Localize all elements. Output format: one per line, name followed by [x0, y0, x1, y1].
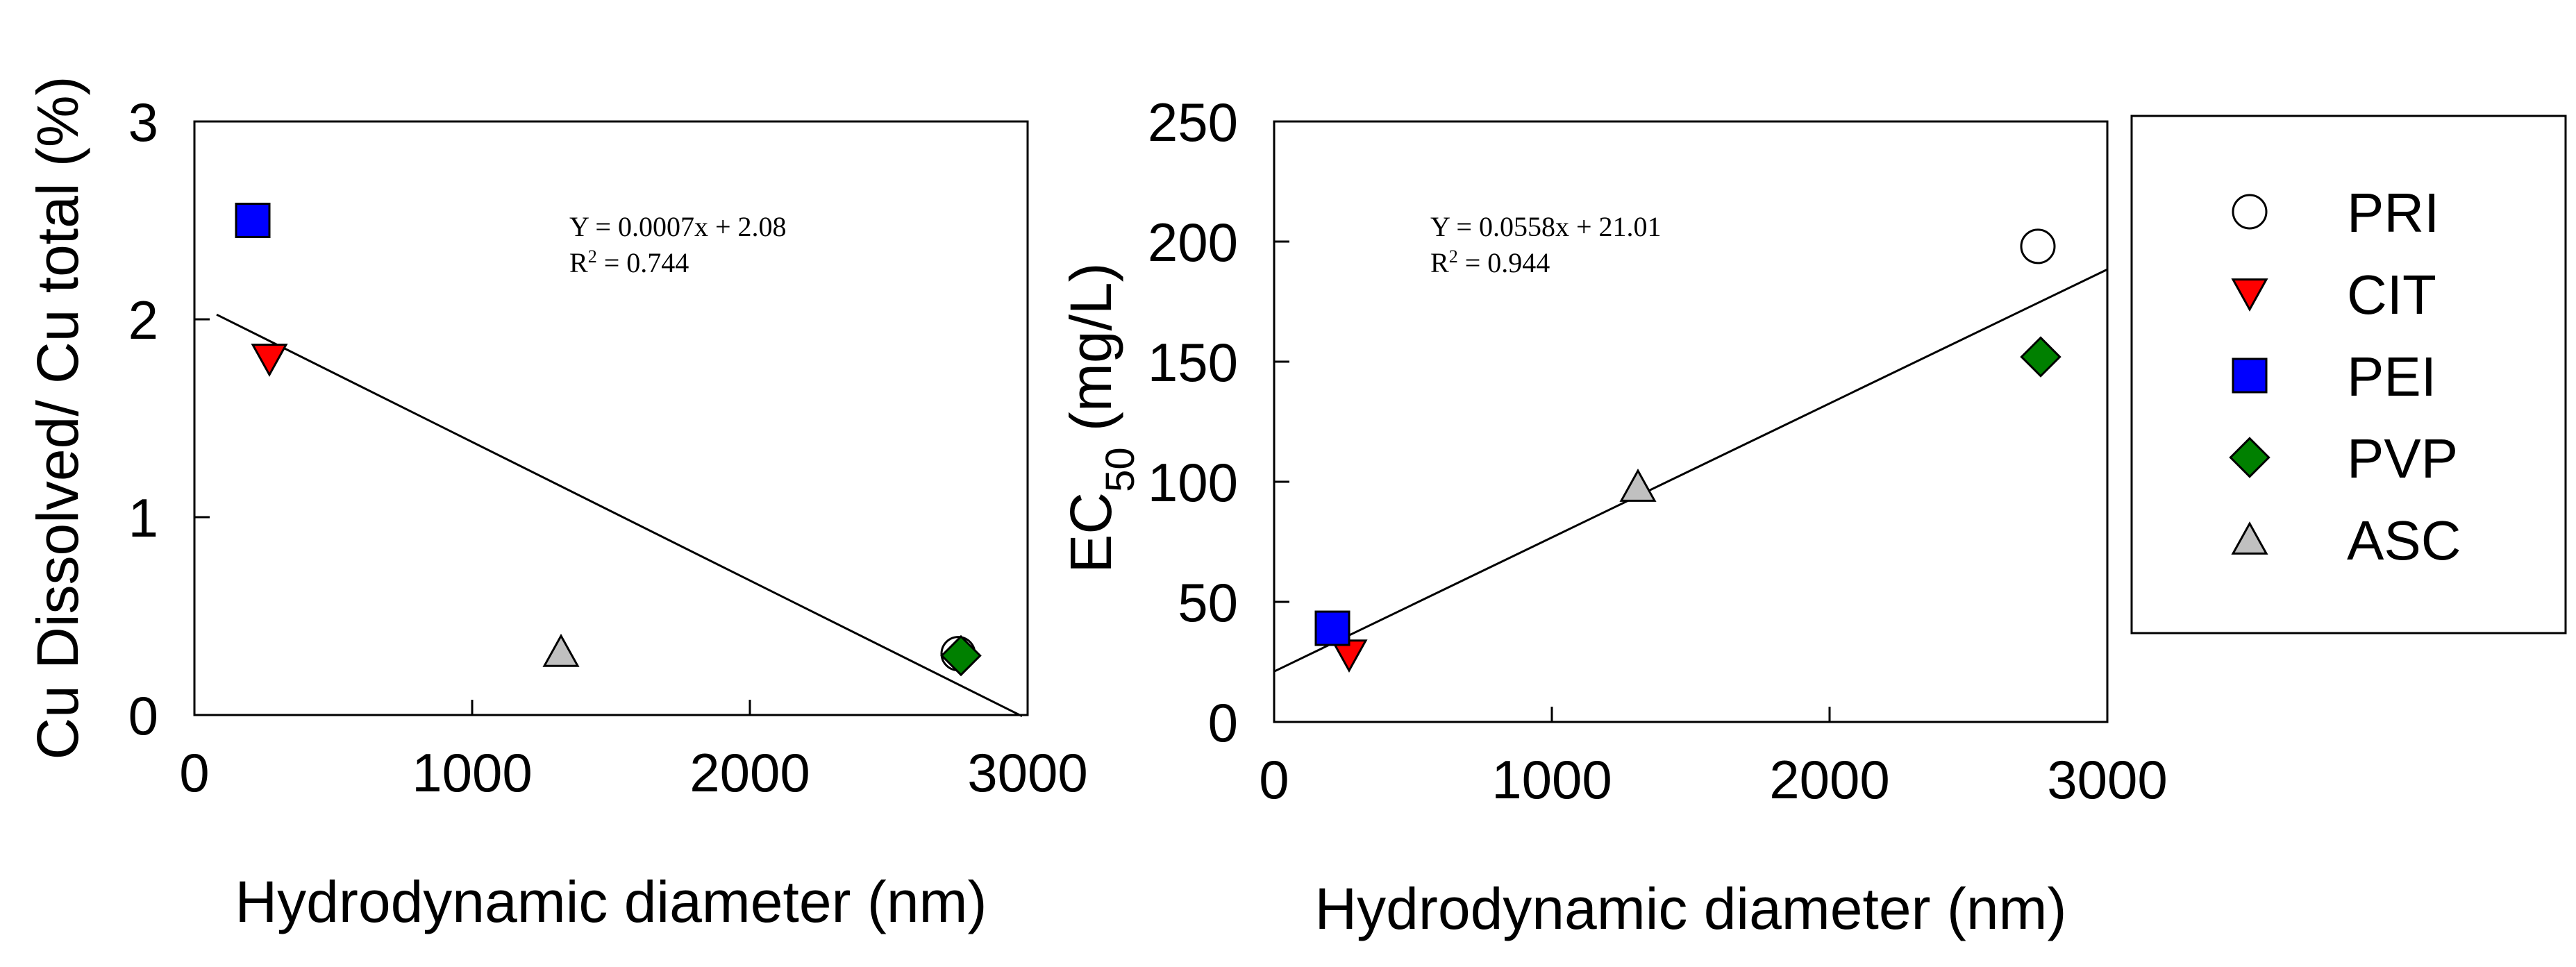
data-point-asc	[542, 633, 580, 667]
legend-marker-asc	[2231, 521, 2268, 555]
data-point-pvp	[940, 634, 982, 677]
y-tick-label: 3	[128, 92, 158, 153]
left-ticks	[193, 120, 1029, 716]
x-tick-label: 2000	[1769, 749, 1890, 810]
left-fit-line	[216, 313, 1023, 718]
right-ticks	[1273, 120, 2109, 723]
y-tick-label: 50	[1178, 572, 1238, 633]
legend-marker-pvp	[2229, 437, 2270, 478]
legend-label-cit: CIT	[2347, 264, 2436, 326]
y-tick-label: 100	[1148, 452, 1238, 513]
data-point-pei	[1314, 610, 1350, 646]
legend-label-pei: PEI	[2347, 346, 2436, 407]
left-plot-frame	[193, 120, 1029, 716]
right-tick-labels: 0 1000 2000 3000 0 50 100 150 200 250	[1148, 92, 2168, 810]
left-panel: 0 1000 2000 3000 0 1 2 3 Y = 0.0007x + 2.08 R2 …	[25, 76, 1088, 935]
legend-items: PRI CIT PEI PVP ASC	[2229, 182, 2461, 571]
legend-marker-pri	[2232, 194, 2268, 230]
x-tick-label: 1000	[412, 742, 533, 803]
left-y-axis-title: Cu Dissolved/ Cu total (%)	[25, 76, 90, 760]
data-point-pei	[235, 203, 271, 238]
left-r2: R2 = 0.744	[569, 246, 689, 279]
data-point-pri	[2020, 228, 2056, 264]
right-x-axis-title: Hydrodynamic diameter (nm)	[1315, 876, 2067, 941]
legend-marker-cit	[2231, 278, 2268, 312]
x-tick-label: 0	[179, 742, 209, 803]
y-tick-label: 0	[128, 685, 158, 746]
y-tick-label: 2	[128, 289, 158, 351]
x-tick-label: 1000	[1491, 749, 1612, 810]
right-panel: 0 1000 2000 3000 0 50 100 150 200 250 Y = 0.0558x…	[1058, 92, 2168, 941]
legend-box	[2130, 115, 2567, 634]
data-point-asc	[1619, 469, 1657, 502]
x-tick-label: 3000	[967, 742, 1088, 803]
legend-marker-pei	[2232, 358, 2268, 394]
y-tick-label: 250	[1148, 92, 1238, 153]
x-tick-label: 2000	[689, 742, 810, 803]
right-plot-frame	[1273, 120, 2109, 723]
right-fit-line	[1273, 268, 2108, 673]
right-equation: Y = 0.0558x + 21.01	[1430, 211, 1662, 242]
y-tick-label: 200	[1148, 212, 1238, 273]
right-y-axis-title: EC50 (mg/L)	[1058, 262, 1143, 573]
x-tick-label: 3000	[2047, 749, 2168, 810]
right-r2: R2 = 0.944	[1430, 246, 1550, 279]
y-tick-label: 0	[1208, 692, 1238, 753]
left-equation: Y = 0.0007x + 2.08	[569, 211, 787, 242]
left-tick-labels: 0 1000 2000 3000 0 1 2 3	[128, 92, 1088, 803]
right-data-points	[1314, 228, 2061, 673]
legend-label-asc: ASC	[2347, 510, 2461, 571]
data-point-cit	[251, 344, 288, 377]
data-point-pvp	[2020, 336, 2061, 378]
left-x-axis-title: Hydrodynamic diameter (nm)	[235, 869, 987, 934]
legend: PRI CIT PEI PVP ASC	[2130, 115, 2567, 634]
y-tick-label: 150	[1148, 332, 1238, 393]
left-data-points	[235, 203, 982, 677]
y-tick-label: 1	[128, 487, 158, 548]
legend-label-pri: PRI	[2347, 182, 2439, 244]
legend-label-pvp: PVP	[2347, 428, 2458, 489]
x-tick-label: 0	[1259, 749, 1289, 810]
